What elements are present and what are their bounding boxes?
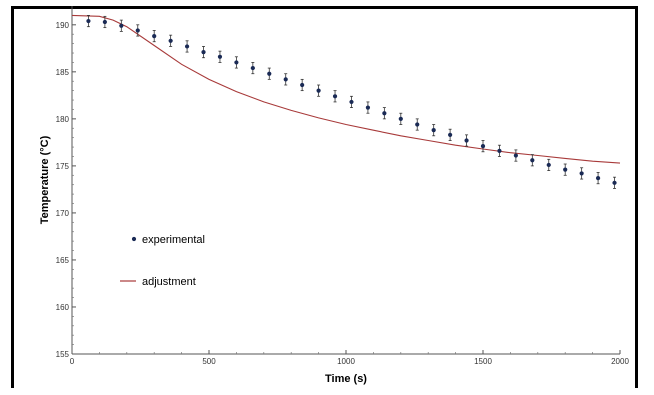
y-tick-label: 190 bbox=[56, 21, 70, 30]
experimental-point bbox=[217, 54, 223, 59]
experimental-point bbox=[234, 60, 239, 65]
experimental-point bbox=[184, 44, 190, 49]
experimental-point bbox=[201, 49, 206, 55]
experimental-point bbox=[316, 88, 321, 93]
experimental-point bbox=[300, 82, 305, 88]
experimental-point bbox=[546, 162, 551, 168]
experimental-point bbox=[612, 180, 617, 185]
y-tick-label: 175 bbox=[56, 162, 70, 171]
experimental-point bbox=[497, 148, 502, 153]
legend-adjustment-label: adjustment bbox=[142, 276, 196, 288]
y-tick-label: 155 bbox=[56, 350, 70, 359]
experimental-point bbox=[119, 23, 124, 28]
figure-frame bbox=[11, 6, 638, 388]
x-axis-title: Time (s) bbox=[325, 373, 367, 385]
experimental-point bbox=[283, 77, 288, 82]
y-tick-label: 160 bbox=[56, 303, 70, 312]
experimental-point bbox=[595, 176, 601, 181]
experimental-point bbox=[332, 94, 338, 99]
experimental-point bbox=[513, 153, 518, 158]
experimental-point bbox=[382, 111, 387, 116]
legend-experimental-marker bbox=[131, 236, 137, 242]
experimental-point bbox=[250, 65, 255, 71]
experimental-point bbox=[579, 171, 584, 176]
experimental-point bbox=[563, 167, 568, 172]
legend-experimental-label: experimental bbox=[142, 234, 205, 246]
experimental-point bbox=[415, 122, 420, 127]
x-tick-label: 500 bbox=[202, 357, 216, 366]
y-tick-label: 165 bbox=[56, 256, 70, 265]
y-tick-label: 180 bbox=[56, 115, 70, 124]
x-tick-label: 2000 bbox=[611, 357, 629, 366]
x-tick-label: 1500 bbox=[474, 357, 492, 366]
experimental-point bbox=[152, 33, 157, 39]
adjustment-series-line bbox=[71, 14, 621, 164]
experimental-point bbox=[530, 158, 535, 163]
experimental-point bbox=[102, 19, 107, 25]
x-tick-label: 0 bbox=[70, 357, 75, 366]
x-tick-label: 1000 bbox=[337, 357, 355, 366]
experimental-point bbox=[464, 138, 469, 143]
experimental-point bbox=[431, 128, 436, 133]
experimental-point bbox=[480, 144, 486, 149]
experimental-point bbox=[398, 116, 403, 121]
experimental-point bbox=[168, 38, 173, 43]
experimental-point bbox=[365, 105, 371, 110]
experimental-point bbox=[86, 18, 91, 24]
y-tick-label: 170 bbox=[56, 209, 70, 218]
experimental-point bbox=[267, 71, 272, 76]
experimental-point bbox=[349, 99, 354, 105]
experimental-point bbox=[448, 132, 453, 137]
y-axis-title: Temperature (°C) bbox=[39, 135, 51, 224]
y-tick-label: 185 bbox=[56, 68, 70, 77]
experimental-point bbox=[135, 28, 140, 33]
